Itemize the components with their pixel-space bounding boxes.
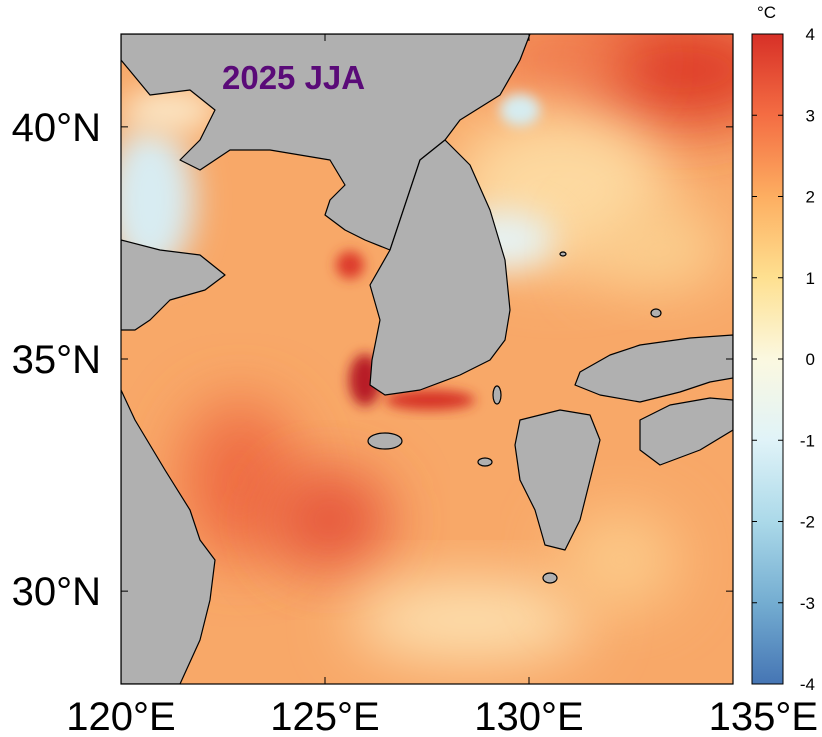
lon-tick-label: 135°E bbox=[709, 695, 818, 737]
lat-axis: 30°N 35°N 40°N bbox=[12, 106, 733, 614]
colorbar-tick-label: -4 bbox=[800, 675, 815, 694]
land-island-goto bbox=[477, 457, 493, 467]
colorbar-tick-label: 2 bbox=[806, 188, 815, 207]
colorbar-tick-label: 3 bbox=[806, 106, 815, 125]
colorbar-unit: °C bbox=[757, 3, 776, 22]
colorbar-tick-label: -3 bbox=[800, 594, 815, 613]
colorbar-gradient bbox=[751, 33, 784, 685]
colorbar-tick-label: 4 bbox=[806, 25, 815, 44]
land-island-ulleung bbox=[559, 251, 567, 257]
land-kyushu bbox=[514, 409, 601, 551]
land-korea bbox=[369, 139, 511, 396]
lon-tick-label: 130°E bbox=[474, 695, 583, 737]
lat-tick-label: 40°N bbox=[12, 106, 101, 150]
colorbar-tick-label: -2 bbox=[800, 513, 815, 532]
map-title: 2025 JJA bbox=[222, 59, 365, 96]
colorbar-tick-label: -1 bbox=[800, 431, 815, 450]
map-panel bbox=[121, 34, 733, 684]
land-shikoku bbox=[639, 397, 733, 466]
land bbox=[121, 34, 733, 684]
land-china-coast bbox=[121, 239, 226, 331]
land-china-south bbox=[121, 389, 216, 684]
land-jeju bbox=[367, 432, 403, 450]
lat-tick-label: 35°N bbox=[12, 338, 101, 382]
colorbar-tick-label: 1 bbox=[806, 269, 815, 288]
lon-tick-label: 125°E bbox=[270, 695, 379, 737]
colorbar-ticks: 4 3 2 1 0 -1 -2 -3 -4 bbox=[752, 25, 815, 694]
land-honshu bbox=[574, 334, 733, 403]
lon-tick-label: 120°E bbox=[66, 695, 175, 737]
land-mainland-north bbox=[121, 34, 531, 251]
land-island-oki bbox=[650, 308, 662, 318]
colorbar-tick-label: 0 bbox=[806, 350, 815, 369]
land-island-tanegashima bbox=[542, 572, 558, 584]
lat-tick-label: 30°N bbox=[12, 570, 101, 614]
lon-axis: 120°E 125°E 130°E 135°E bbox=[66, 34, 818, 737]
colorbar: 4 3 2 1 0 -1 -2 -3 -4 °C bbox=[751, 3, 815, 694]
land-island-tsushima bbox=[492, 385, 502, 405]
